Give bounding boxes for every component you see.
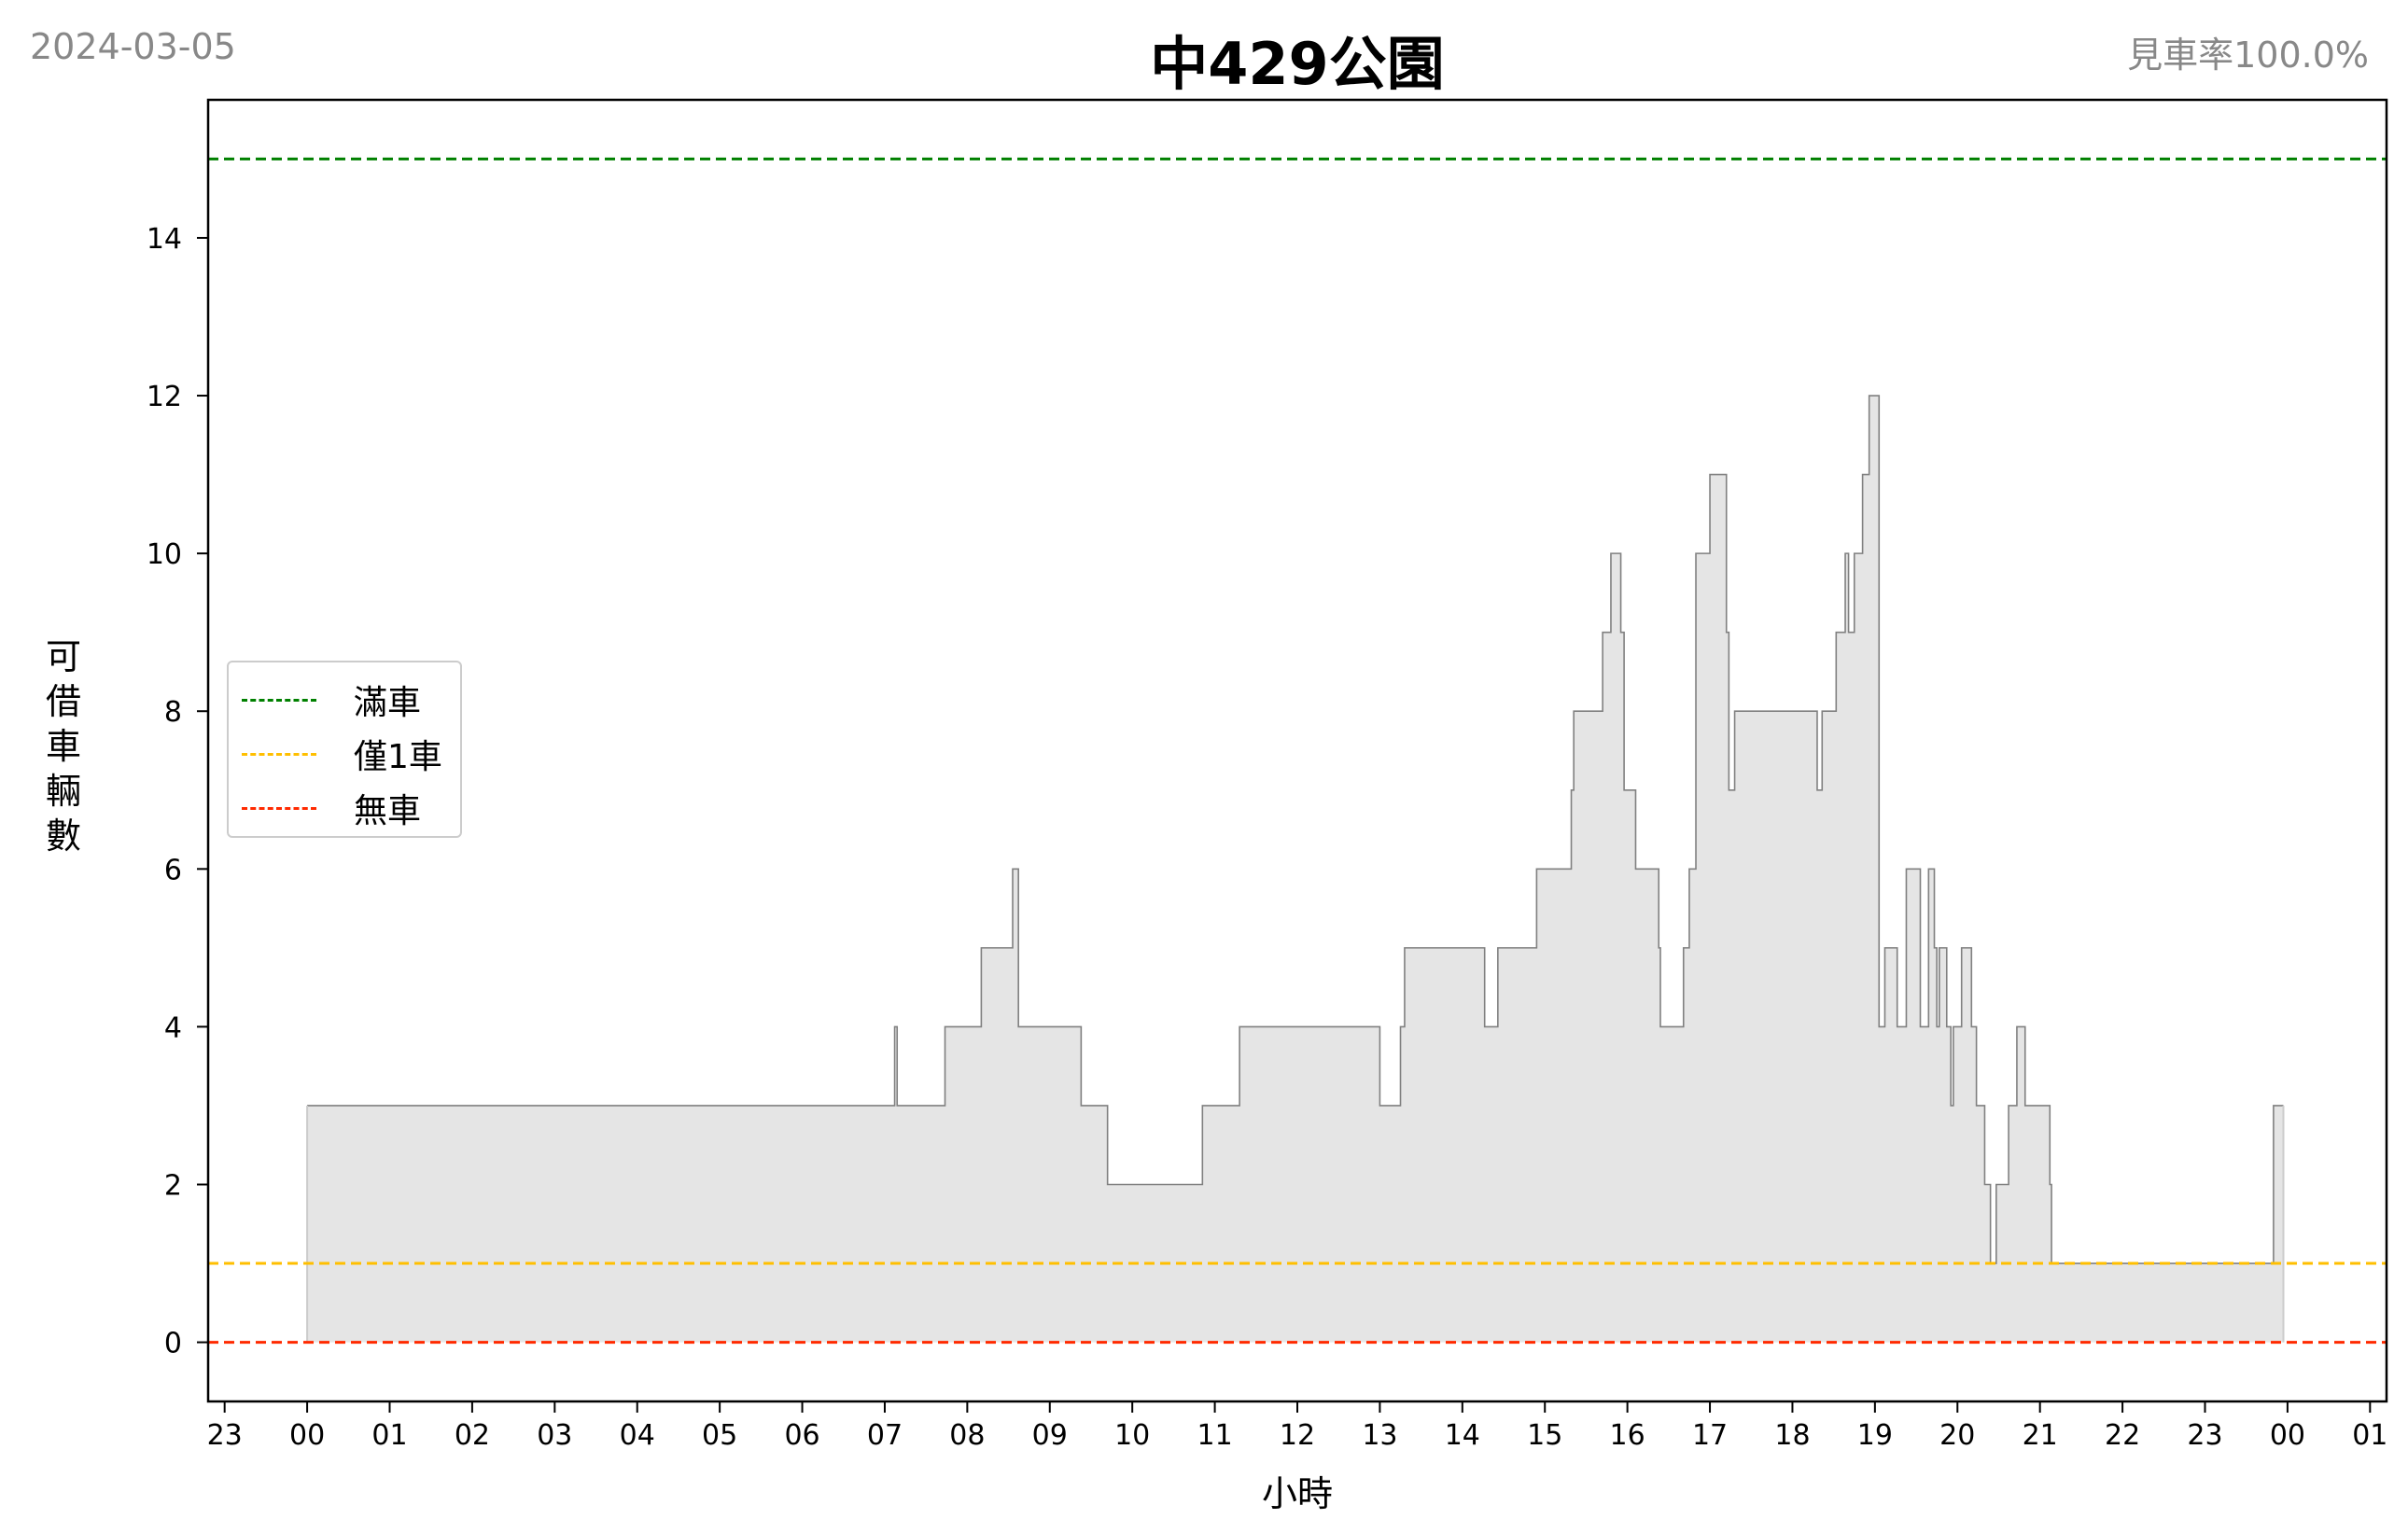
x-tick-label: 00 (289, 1419, 325, 1452)
y-tick-label: 12 (147, 381, 182, 413)
availability-line (307, 395, 2284, 1264)
legend-swatch-one (242, 752, 316, 756)
x-tick-label: 18 (1774, 1419, 1810, 1452)
x-tick-label: 21 (2023, 1419, 2058, 1452)
legend-label-full: 滿車 (354, 684, 422, 722)
x-tick-label: 22 (2105, 1419, 2140, 1452)
x-tick-label: 01 (371, 1419, 407, 1452)
x-tick-label: 13 (1362, 1419, 1397, 1452)
legend-label-one: 僅1車 (354, 738, 442, 776)
y-tick-label: 10 (147, 538, 182, 571)
chart-title: 中429公園 (1150, 30, 1445, 98)
x-tick-label: 09 (1032, 1419, 1068, 1452)
x-tick-label: 06 (784, 1419, 819, 1452)
x-tick-label: 00 (2270, 1419, 2305, 1452)
x-tick-label: 23 (2187, 1419, 2222, 1452)
x-axis-label: 小時 (1261, 1473, 1333, 1514)
x-tick-label: 05 (702, 1419, 737, 1452)
x-tick-label: 20 (1939, 1419, 1975, 1452)
legend-item-full: 滿車 (242, 681, 421, 722)
x-tick-label: 04 (620, 1419, 655, 1452)
y-tick-label: 0 (164, 1328, 182, 1360)
y-axis-label: 可借車輛數 (45, 636, 81, 857)
y-tick-label: 14 (147, 223, 182, 256)
legend-label-empty: 無車 (354, 792, 422, 830)
x-tick-label: 03 (537, 1419, 572, 1452)
y-axis: 0 2 4 6 8 10 12 14 (147, 223, 208, 1360)
y-tick-label: 2 (164, 1170, 182, 1203)
x-tick-label: 08 (949, 1419, 985, 1452)
availability-area (307, 396, 2284, 1343)
legend-swatch-empty (242, 806, 316, 810)
chart-date: 2024-03-05 (30, 26, 236, 67)
x-tick-label: 19 (1857, 1419, 1893, 1452)
x-tick-label: 14 (1445, 1419, 1480, 1452)
legend-swatch-full (242, 698, 316, 702)
legend-item-one: 僅1車 (242, 735, 442, 776)
x-tick-label: 07 (867, 1419, 903, 1452)
x-tick-label: 10 (1114, 1419, 1150, 1452)
x-tick-label: 15 (1527, 1419, 1562, 1452)
availability-rate: 見車率100.0% (2127, 35, 2369, 76)
legend-item-empty: 無車 (242, 789, 421, 830)
x-tick-label: 16 (1610, 1419, 1645, 1452)
legend: 滿車 僅1車 無車 (227, 661, 462, 838)
x-tick-label: 23 (207, 1419, 243, 1452)
x-tick-label: 12 (1280, 1419, 1315, 1452)
y-tick-label: 6 (164, 854, 182, 886)
reference-lines (208, 157, 2387, 1345)
y-tick-label: 4 (164, 1011, 182, 1044)
x-tick-label: 11 (1197, 1419, 1232, 1452)
x-axis: 23 00 01 02 03 04 05 06 07 08 09 10 11 12 13 14 15 16 17 18… (207, 1401, 2387, 1452)
x-tick-label: 02 (455, 1419, 490, 1452)
plot-area (306, 395, 2285, 1343)
y-tick-label: 8 (164, 696, 182, 729)
x-tick-label: 17 (1692, 1419, 1728, 1452)
x-tick-label: 01 (2352, 1419, 2387, 1452)
